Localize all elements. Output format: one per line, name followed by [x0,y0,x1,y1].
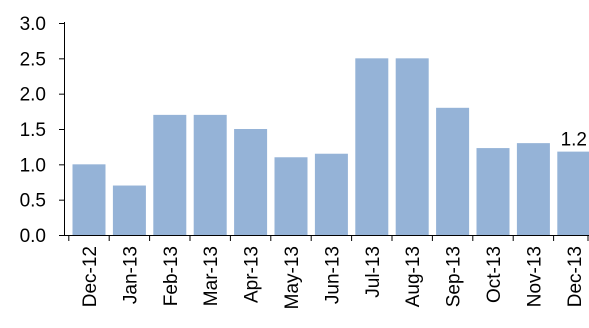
bar-sep-13 [436,107,470,235]
bar-oct-13 [476,148,510,235]
x-tick-label: May-13 [282,246,303,309]
bar-jun-13 [314,153,348,235]
x-tick-label: Nov-13 [524,246,545,307]
y-tick-label: 0.5 [20,191,46,212]
x-tick-label: Sep-13 [444,246,465,307]
y-tick-label: 0.0 [20,226,46,247]
data-label: 1.2 [561,130,587,151]
x-tick-label: Aug-13 [403,246,424,307]
x-tick-label: Dec-12 [80,246,101,307]
y-axis-ticks: 0.0 0.5 1.0 1.5 2.0 2.5 3.0 [20,14,65,247]
bar-jan-13 [112,185,146,235]
x-tick-label: Jan-13 [120,246,141,304]
bar-dec-12 [72,164,106,235]
y-tick-label: 1.0 [20,155,46,176]
bars [72,58,589,236]
y-tick-label: 2.5 [20,49,46,70]
y-tick-label: 2.0 [20,85,46,106]
x-tick-label: Mar-13 [201,246,222,306]
bar-aug-13 [395,58,429,236]
bar-may-13 [274,157,308,235]
x-tick-label: Feb-13 [161,246,182,306]
bar-nov-13 [516,143,550,235]
x-tick-label: Oct-13 [484,246,505,303]
bar-dec-13 [557,151,589,235]
x-tick-label: Jul-13 [363,246,384,298]
bar-feb-13 [153,114,187,235]
bar-apr-13 [234,129,268,235]
bar-jul-13 [355,58,389,236]
data-labels: 1.2 [561,130,587,151]
x-tick-label: Dec-13 [565,246,586,307]
y-tick-label: 3.0 [20,14,46,35]
bar-mar-13 [193,114,227,235]
x-tick-label: Jun-13 [322,246,343,304]
x-tick-label: Apr-13 [242,246,263,303]
y-tick-label: 1.5 [20,120,46,141]
x-axis-ticks: Dec-12 Jan-13 Feb-13 Mar-13 Apr-13 May-13 Jun-… [68,235,589,309]
